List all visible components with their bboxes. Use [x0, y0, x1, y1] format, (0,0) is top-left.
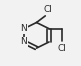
Text: Cl: Cl	[58, 44, 67, 53]
Text: Cl: Cl	[43, 5, 52, 14]
Text: N: N	[21, 24, 27, 33]
Text: N: N	[21, 37, 27, 46]
